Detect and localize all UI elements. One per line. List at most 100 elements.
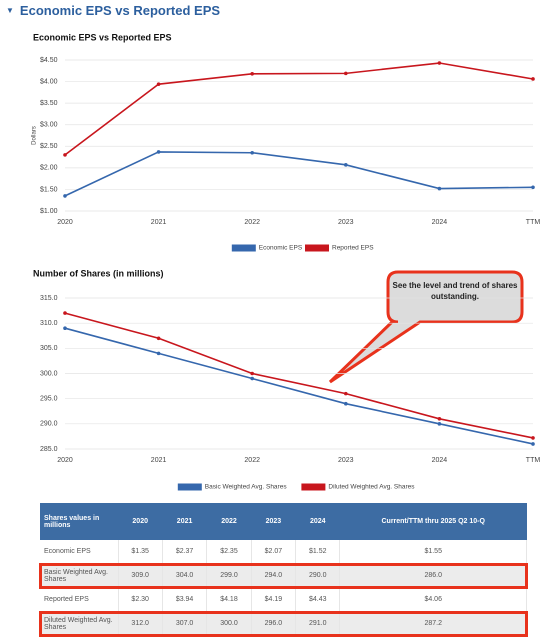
section-header[interactable]: ▼ Economic EPS vs Reported EPS <box>6 3 221 18</box>
table-cell: $3.94 <box>162 587 208 612</box>
data-point <box>344 71 348 76</box>
data-point <box>437 186 442 191</box>
y-tick-label: 305.0 <box>40 345 58 352</box>
table-cell: $2.37 <box>162 540 208 564</box>
legend-swatch <box>301 483 326 491</box>
series-line <box>64 62 534 156</box>
data-point <box>531 436 535 440</box>
y-tick-label: $2.00 <box>40 165 58 172</box>
table-cell: $1.55 <box>339 540 527 564</box>
data-point <box>437 422 442 426</box>
y-tick-label: 290.0 <box>40 421 58 428</box>
table-row: Diluted Weighted Avg. Shares 312.0 307.0 30… <box>39 610 528 637</box>
data-point <box>63 326 67 331</box>
y-axis-label: Dollars <box>32 126 38 145</box>
table-header-cell: 2021 <box>162 503 207 540</box>
table-header-cell: 2024 <box>295 503 340 540</box>
data-point <box>156 336 161 341</box>
data-point <box>250 376 254 381</box>
legend-swatch <box>305 244 329 252</box>
y-tick-label: $1.00 <box>40 208 58 215</box>
table-cell: $4.19 <box>251 587 297 612</box>
x-tick-label: 2020 <box>57 457 73 464</box>
legend-swatch <box>177 483 202 491</box>
table-cell: 309.0 <box>118 563 163 588</box>
x-tick-label: 2023 <box>338 219 354 226</box>
data-point <box>156 150 161 154</box>
y-tick-label: $1.50 <box>40 186 58 193</box>
y-tick-label: 300.0 <box>40 370 58 377</box>
callout-text: See the level and trend of shares outsta… <box>392 281 518 301</box>
data-point <box>63 311 67 315</box>
y-tick-label: $4.00 <box>40 78 58 85</box>
table-cell: $1.52 <box>295 540 341 564</box>
x-tick-label: TTM <box>526 219 541 226</box>
legend-label: Economic EPS <box>259 245 303 252</box>
section-title[interactable]: Economic EPS vs Reported EPS <box>19 3 221 18</box>
x-tick-label: 2022 <box>244 219 260 226</box>
table-header-cell: 2022 <box>206 503 252 540</box>
data-point <box>344 401 348 406</box>
table-header-cell: 2023 <box>251 503 296 540</box>
legend-swatch <box>231 244 256 252</box>
table-cell: 299.0 <box>206 563 252 588</box>
table-cell: 286.0 <box>339 563 527 588</box>
chart-title: Number of Shares (in millions) <box>33 268 164 278</box>
table-row: Reported EPS $2.30 $3.94 $4.18 $4.19 $4.43 $4.… <box>40 587 527 612</box>
table-cell: $2.35 <box>206 540 252 564</box>
data-point <box>63 194 67 198</box>
y-tick-label: 295.0 <box>40 396 58 403</box>
table-header-cell: Current/TTM thru 2025 Q2 10-Q <box>339 503 527 540</box>
data-point <box>250 371 254 376</box>
data-point <box>531 185 535 190</box>
x-tick-label: TTM <box>526 457 541 464</box>
x-tick-label: 2021 <box>151 219 167 226</box>
table-cell: 287.2 <box>339 611 527 636</box>
series-line <box>64 151 534 197</box>
table-cell: Economic EPS <box>40 540 119 564</box>
table-cell: 291.0 <box>295 611 341 636</box>
y-tick-label: $3.00 <box>40 122 58 129</box>
table-cell: $2.07 <box>251 540 297 564</box>
table-header-cell: Shares values in millions <box>40 503 118 540</box>
x-tick-label: 2024 <box>432 219 448 226</box>
data-point <box>437 61 442 65</box>
table-cell: Diluted Weighted Avg. Shares <box>40 611 119 636</box>
legend-label: Reported EPS <box>332 245 374 252</box>
x-tick-label: 2021 <box>151 457 167 464</box>
charts: Economic EPS vs Reported EPS Dollars $1.00… <box>32 32 541 491</box>
table-cell: $4.06 <box>339 587 527 612</box>
table-cell: $4.43 <box>295 587 341 612</box>
series-line <box>64 312 534 439</box>
legend-label: Diluted Weighted Avg. Shares <box>328 484 415 491</box>
y-tick-label: 310.0 <box>40 320 58 327</box>
table-cell: Basic Weighted Avg. Shares <box>40 563 119 588</box>
x-tick-label: 2020 <box>57 219 73 226</box>
y-tick-label: 315.0 <box>40 295 58 302</box>
y-tick-label: 285.0 <box>40 446 58 453</box>
data-point <box>250 150 254 155</box>
legend-label: Basic Weighted Avg. Shares <box>205 484 288 491</box>
data-point <box>344 163 348 167</box>
table-cell: 312.0 <box>118 611 163 636</box>
table-cell: 296.0 <box>251 611 297 636</box>
table-row: Basic Weighted Avg. Shares 309.0 304.0 299.… <box>39 562 528 589</box>
data-point <box>250 72 254 76</box>
x-tick-label: 2024 <box>432 457 448 464</box>
table-cell: 300.0 <box>206 611 252 636</box>
y-tick-label: $2.50 <box>40 143 58 150</box>
callout-bubble <box>328 270 524 384</box>
table-cell: 307.0 <box>162 611 208 636</box>
table-cell: $2.30 <box>118 587 163 612</box>
table-row: Economic EPS $1.35 $2.37 $2.35 $2.07 $1.52 $1.… <box>40 540 527 564</box>
table-cell: $4.18 <box>206 587 252 612</box>
shares-table: Shares values in millions 2020 2021 2022 202… <box>39 503 528 637</box>
data-point <box>156 351 161 356</box>
table-header-cell: 2020 <box>118 503 163 540</box>
x-tick-label: 2023 <box>338 457 354 464</box>
table-cell: 304.0 <box>162 563 208 588</box>
y-tick-label: $3.50 <box>40 100 58 107</box>
table-cell: Reported EPS <box>40 587 119 612</box>
series-line <box>64 327 534 445</box>
